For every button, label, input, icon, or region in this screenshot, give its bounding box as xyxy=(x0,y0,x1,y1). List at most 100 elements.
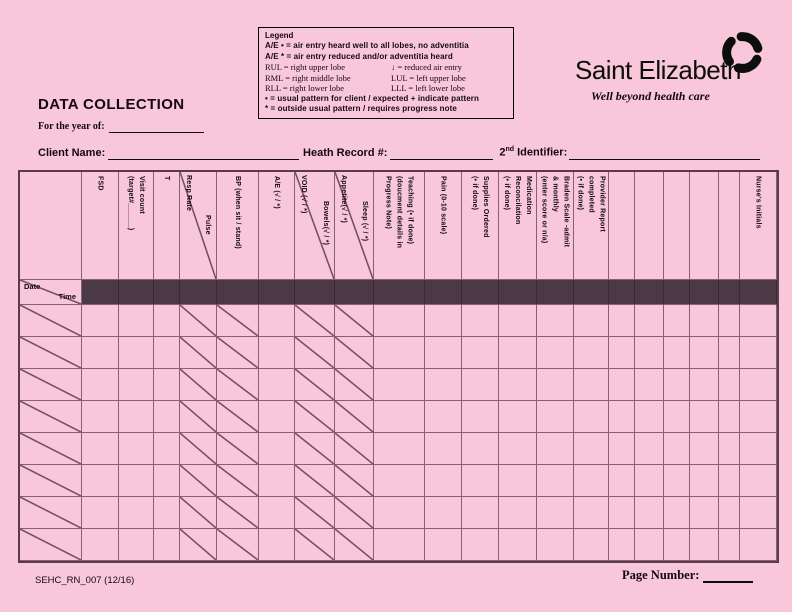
cell-appetite-sleep-row4[interactable] xyxy=(335,401,374,433)
cell-supplies-ordered-row8[interactable] xyxy=(462,529,499,561)
cell-blank-2-row8[interactable] xyxy=(635,529,664,561)
cell-nurses-initials-row8[interactable] xyxy=(740,529,777,561)
cell-provider-report-row1[interactable] xyxy=(574,305,609,337)
cell-blank-5-row3[interactable] xyxy=(719,369,740,401)
cell-nurses-initials-row7[interactable] xyxy=(740,497,777,529)
cell-date-time-row8[interactable] xyxy=(20,529,82,561)
cell-teaching-row4[interactable] xyxy=(374,401,425,433)
cell-blank-2-row2[interactable] xyxy=(635,337,664,369)
cell-resp-rate-pulse-row7[interactable] xyxy=(180,497,217,529)
cell-provider-report-row8[interactable] xyxy=(574,529,609,561)
cell-teaching-row1[interactable] xyxy=(374,305,425,337)
cell-blank-5-row1[interactable] xyxy=(719,305,740,337)
cell-visit-count-row1[interactable] xyxy=(119,305,154,337)
cell-visit-count-row6[interactable] xyxy=(119,465,154,497)
cell-pain-row4[interactable] xyxy=(425,401,462,433)
cell-visit-count-row7[interactable] xyxy=(119,497,154,529)
health-record-field[interactable] xyxy=(390,148,494,160)
cell-visit-count-row8[interactable] xyxy=(119,529,154,561)
cell-air-entry-row2[interactable] xyxy=(259,337,295,369)
cell-blank-5-row7[interactable] xyxy=(719,497,740,529)
cell-blank-3-row6[interactable] xyxy=(664,465,690,497)
cell-bp-row3[interactable] xyxy=(217,369,259,401)
cell-date-time-row5[interactable] xyxy=(20,433,82,465)
cell-date-time-row4[interactable] xyxy=(20,401,82,433)
cell-bp-row4[interactable] xyxy=(217,401,259,433)
cell-void-bowels-row5[interactable] xyxy=(295,433,335,465)
cell-fsd-row5[interactable] xyxy=(82,433,119,465)
cell-appetite-sleep-row7[interactable] xyxy=(335,497,374,529)
cell-provider-report-row3[interactable] xyxy=(574,369,609,401)
cell-bp-row1[interactable] xyxy=(217,305,259,337)
cell-date-time-row7[interactable] xyxy=(20,497,82,529)
cell-appetite-sleep-row6[interactable] xyxy=(335,465,374,497)
cell-blank-5-row8[interactable] xyxy=(719,529,740,561)
cell-pain-row7[interactable] xyxy=(425,497,462,529)
cell-teaching-row8[interactable] xyxy=(374,529,425,561)
cell-temperature-row4[interactable] xyxy=(154,401,180,433)
cell-temperature-row3[interactable] xyxy=(154,369,180,401)
cell-blank-4-row3[interactable] xyxy=(690,369,719,401)
cell-resp-rate-pulse-row4[interactable] xyxy=(180,401,217,433)
cell-braden-scale-row2[interactable] xyxy=(537,337,574,369)
cell-resp-rate-pulse-row5[interactable] xyxy=(180,433,217,465)
cell-blank-3-row2[interactable] xyxy=(664,337,690,369)
cell-date-time-row1[interactable] xyxy=(20,305,82,337)
cell-fsd-row1[interactable] xyxy=(82,305,119,337)
cell-supplies-ordered-row4[interactable] xyxy=(462,401,499,433)
cell-void-bowels-row4[interactable] xyxy=(295,401,335,433)
cell-appetite-sleep-row8[interactable] xyxy=(335,529,374,561)
cell-air-entry-row8[interactable] xyxy=(259,529,295,561)
cell-appetite-sleep-row1[interactable] xyxy=(335,305,374,337)
cell-blank-4-row6[interactable] xyxy=(690,465,719,497)
cell-appetite-sleep-row5[interactable] xyxy=(335,433,374,465)
cell-blank-2-row5[interactable] xyxy=(635,433,664,465)
cell-blank-1-row5[interactable] xyxy=(609,433,635,465)
cell-resp-rate-pulse-row6[interactable] xyxy=(180,465,217,497)
cell-date-time-row6[interactable] xyxy=(20,465,82,497)
cell-teaching-row3[interactable] xyxy=(374,369,425,401)
cell-braden-scale-row8[interactable] xyxy=(537,529,574,561)
cell-teaching-row7[interactable] xyxy=(374,497,425,529)
cell-medication-reconciliation-row4[interactable] xyxy=(499,401,537,433)
cell-temperature-row7[interactable] xyxy=(154,497,180,529)
year-field[interactable] xyxy=(108,121,204,133)
cell-bp-row7[interactable] xyxy=(217,497,259,529)
cell-nurses-initials-row4[interactable] xyxy=(740,401,777,433)
cell-medication-reconciliation-row2[interactable] xyxy=(499,337,537,369)
cell-void-bowels-row8[interactable] xyxy=(295,529,335,561)
cell-visit-count-row5[interactable] xyxy=(119,433,154,465)
cell-void-bowels-row7[interactable] xyxy=(295,497,335,529)
cell-teaching-row6[interactable] xyxy=(374,465,425,497)
cell-fsd-row7[interactable] xyxy=(82,497,119,529)
second-identifier-field[interactable] xyxy=(569,148,761,160)
cell-resp-rate-pulse-row8[interactable] xyxy=(180,529,217,561)
cell-pain-row6[interactable] xyxy=(425,465,462,497)
cell-date-time-row2[interactable] xyxy=(20,337,82,369)
cell-air-entry-row5[interactable] xyxy=(259,433,295,465)
cell-medication-reconciliation-row6[interactable] xyxy=(499,465,537,497)
cell-blank-1-row3[interactable] xyxy=(609,369,635,401)
cell-blank-4-row7[interactable] xyxy=(690,497,719,529)
cell-blank-4-row1[interactable] xyxy=(690,305,719,337)
client-name-field[interactable] xyxy=(108,148,300,160)
cell-teaching-row5[interactable] xyxy=(374,433,425,465)
cell-supplies-ordered-row5[interactable] xyxy=(462,433,499,465)
cell-air-entry-row4[interactable] xyxy=(259,401,295,433)
cell-visit-count-row3[interactable] xyxy=(119,369,154,401)
cell-supplies-ordered-row2[interactable] xyxy=(462,337,499,369)
cell-blank-3-row1[interactable] xyxy=(664,305,690,337)
cell-temperature-row2[interactable] xyxy=(154,337,180,369)
cell-medication-reconciliation-row5[interactable] xyxy=(499,433,537,465)
cell-air-entry-row1[interactable] xyxy=(259,305,295,337)
cell-temperature-row6[interactable] xyxy=(154,465,180,497)
cell-blank-4-row5[interactable] xyxy=(690,433,719,465)
cell-blank-2-row6[interactable] xyxy=(635,465,664,497)
cell-blank-5-row2[interactable] xyxy=(719,337,740,369)
cell-fsd-row6[interactable] xyxy=(82,465,119,497)
cell-blank-2-row7[interactable] xyxy=(635,497,664,529)
cell-braden-scale-row5[interactable] xyxy=(537,433,574,465)
cell-date-time-row3[interactable] xyxy=(20,369,82,401)
cell-blank-1-row7[interactable] xyxy=(609,497,635,529)
cell-fsd-row3[interactable] xyxy=(82,369,119,401)
